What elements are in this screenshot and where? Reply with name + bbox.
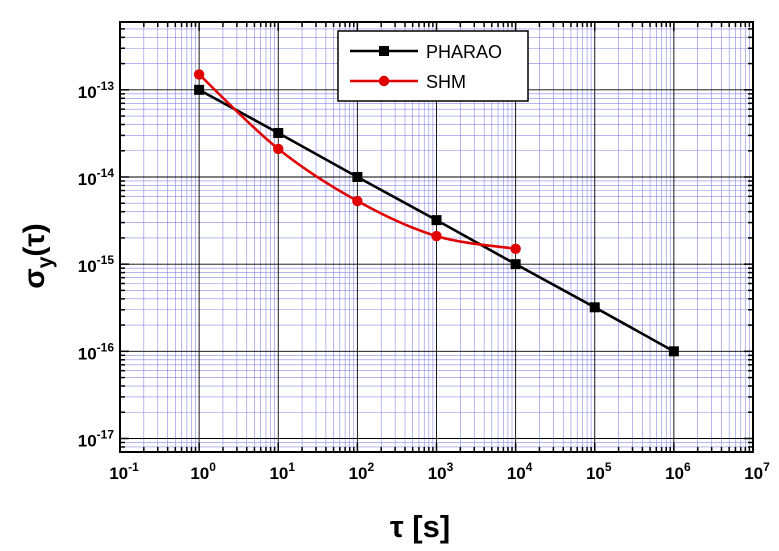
x-tick-label: 103 — [428, 460, 454, 483]
y-tick-label: 10-16 — [78, 340, 115, 363]
y-tick-label: 10-13 — [78, 79, 115, 102]
series-pharao — [194, 84, 679, 357]
series — [193, 69, 679, 357]
x-axis-title: τ [s] — [390, 509, 450, 544]
x-tick-label: 106 — [665, 460, 691, 483]
data-point-pharao — [273, 127, 284, 138]
x-tick-label: 105 — [586, 460, 612, 483]
data-point-pharao — [352, 171, 363, 182]
data-point-shm — [352, 195, 363, 207]
y-tick-label: 10-15 — [78, 253, 115, 276]
x-tick-label: 100 — [190, 460, 216, 483]
data-point-pharao — [589, 302, 600, 313]
x-tick-label: 107 — [744, 460, 770, 483]
legend-box — [337, 30, 529, 102]
x-tick-label: 101 — [269, 460, 295, 483]
x-tick-label: 10-1 — [109, 460, 139, 483]
tick-labels: 10-1 100 101 102 103 104 105 106 107 10-13 10-14 10… — [78, 79, 770, 483]
data-point-shm — [193, 69, 205, 80]
data-point-shm — [510, 243, 521, 255]
axis-titles: τ [s] σy(τ) — [18, 223, 450, 544]
legend-label-shm: SHM — [426, 72, 466, 92]
legend-marker-pharao — [379, 46, 389, 56]
legend-label-pharao: PHARAO — [426, 42, 502, 62]
y-tick-label: 10-14 — [78, 166, 115, 189]
y-tick-label: 10-17 — [78, 427, 115, 450]
x-tick-label: 102 — [349, 460, 375, 483]
data-point-pharao — [431, 215, 442, 226]
x-tick-label: 104 — [507, 460, 533, 483]
y-axis-title: σy(τ) — [18, 223, 57, 289]
axes — [119, 21, 754, 453]
legend-marker-shm — [378, 75, 390, 87]
data-point-shm — [431, 230, 442, 242]
data-point-shm — [273, 143, 284, 155]
data-point-pharao — [668, 346, 679, 357]
data-point-pharao — [194, 84, 205, 95]
series-shm — [193, 69, 521, 255]
legend: PHARAO SHM — [337, 30, 529, 102]
data-point-pharao — [510, 259, 521, 270]
